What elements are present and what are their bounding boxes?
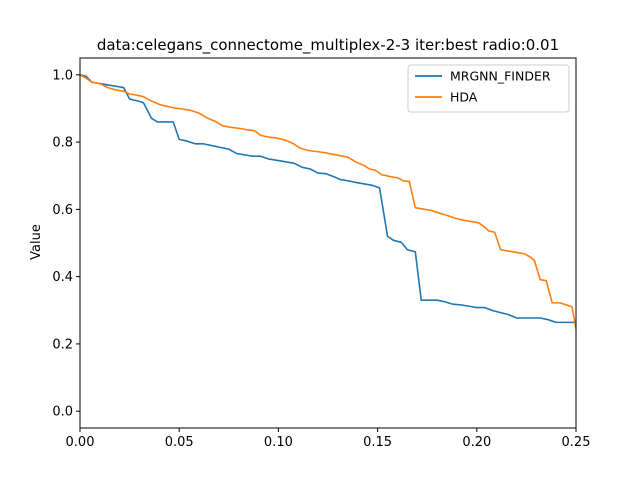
plot-area: [79, 74, 577, 329]
y-tick-label: 1.0: [52, 68, 73, 83]
series-line-mrgnn-finder: [79, 74, 576, 324]
x-tick-label: 0.20: [462, 435, 491, 450]
legend: MRGNN_FINDER HDA: [407, 64, 570, 113]
y-axis-label: Value: [29, 224, 44, 260]
x-tick-label: 0.00: [66, 435, 95, 450]
series-line-hda: [79, 74, 577, 329]
y-tick-label: 0.0: [52, 405, 73, 420]
x-tick-label: 0.25: [562, 435, 591, 450]
y-tick-label: 0.4: [52, 270, 73, 285]
legend-label: HDA: [450, 90, 478, 105]
plot-frame: [79, 57, 577, 429]
x-tick-label: 0.10: [264, 435, 293, 450]
x-tick-label: 0.05: [165, 435, 194, 450]
y-tick-label: 0.8: [52, 136, 73, 151]
axis-ticks: 0.00 0.05 0.10 0.15 0.20 0.25 0.0 0.2 0.4 0.6 0.8 1…: [52, 68, 590, 450]
chart-title: data:celegans_connectome_multiplex-2-3 i…: [97, 36, 559, 55]
y-tick-label: 0.6: [52, 203, 73, 218]
y-tick-label: 0.2: [52, 337, 73, 352]
x-tick-label: 0.15: [363, 435, 392, 450]
legend-label: MRGNN_FINDER: [450, 69, 551, 84]
legend-box: [407, 64, 570, 113]
